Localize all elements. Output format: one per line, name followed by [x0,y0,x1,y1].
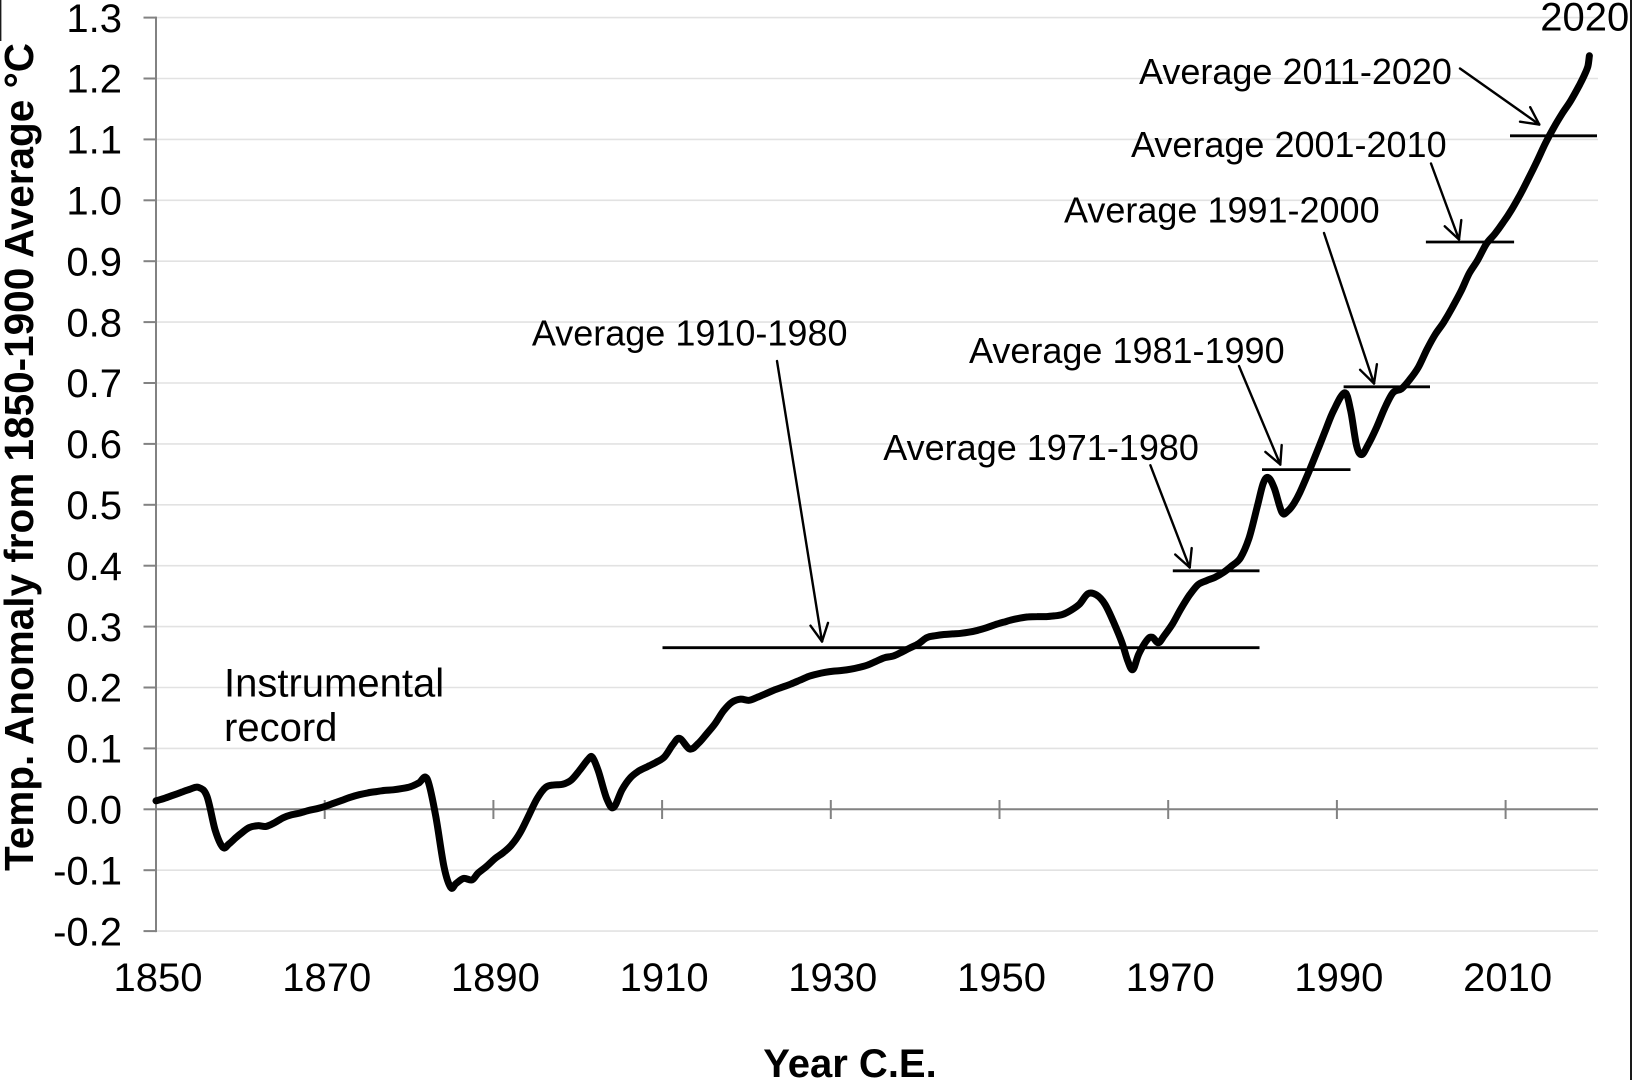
svg-text:1990: 1990 [1294,956,1383,1000]
svg-text:Average 2011-2020: Average 2011-2020 [1139,51,1452,92]
svg-text:0.9: 0.9 [66,240,122,284]
svg-text:2020: 2020 [1540,0,1629,40]
svg-text:1850: 1850 [114,956,203,1000]
svg-text:1.0: 1.0 [66,180,122,224]
svg-text:Average 1910-1980: Average 1910-1980 [532,313,848,354]
svg-text:2010: 2010 [1463,956,1552,1000]
svg-text:0.4: 0.4 [66,545,122,589]
svg-text:0.3: 0.3 [66,606,122,650]
svg-text:0.8: 0.8 [66,301,122,345]
svg-text:1970: 1970 [1126,956,1215,1000]
svg-text:1870: 1870 [282,956,371,1000]
svg-text:1890: 1890 [451,956,540,1000]
svg-text:Average 1991-2000: Average 1991-2000 [1064,190,1380,231]
svg-text:Year C.E.: Year C.E. [763,1042,936,1080]
svg-text:0.7: 0.7 [66,362,122,406]
svg-text:1910: 1910 [620,956,709,1000]
svg-text:record: record [224,706,337,750]
svg-text:0.1: 0.1 [66,728,122,772]
svg-text:1.1: 1.1 [66,119,122,163]
svg-text:Average 1981-1990: Average 1981-1990 [969,330,1285,371]
svg-text:0.6: 0.6 [66,423,122,467]
svg-text:-0.2: -0.2 [53,910,122,954]
svg-text:1930: 1930 [788,956,877,1000]
svg-text:1950: 1950 [957,956,1046,1000]
svg-text:0.5: 0.5 [66,484,122,528]
svg-text:Average 1971-1980: Average 1971-1980 [883,427,1199,468]
svg-text:0.2: 0.2 [66,667,122,711]
svg-text:1.3: 1.3 [66,0,122,41]
svg-text:0.0: 0.0 [66,789,122,833]
svg-text:1.2: 1.2 [66,58,122,102]
svg-text:Temp. Anomaly from 1850-1900 A: Temp. Anomaly from 1850-1900 Average °C [0,43,42,871]
svg-text:Average 2001-2010: Average 2001-2010 [1131,124,1447,165]
svg-text:Instrumental: Instrumental [224,661,444,705]
svg-text:-0.1: -0.1 [53,849,122,893]
